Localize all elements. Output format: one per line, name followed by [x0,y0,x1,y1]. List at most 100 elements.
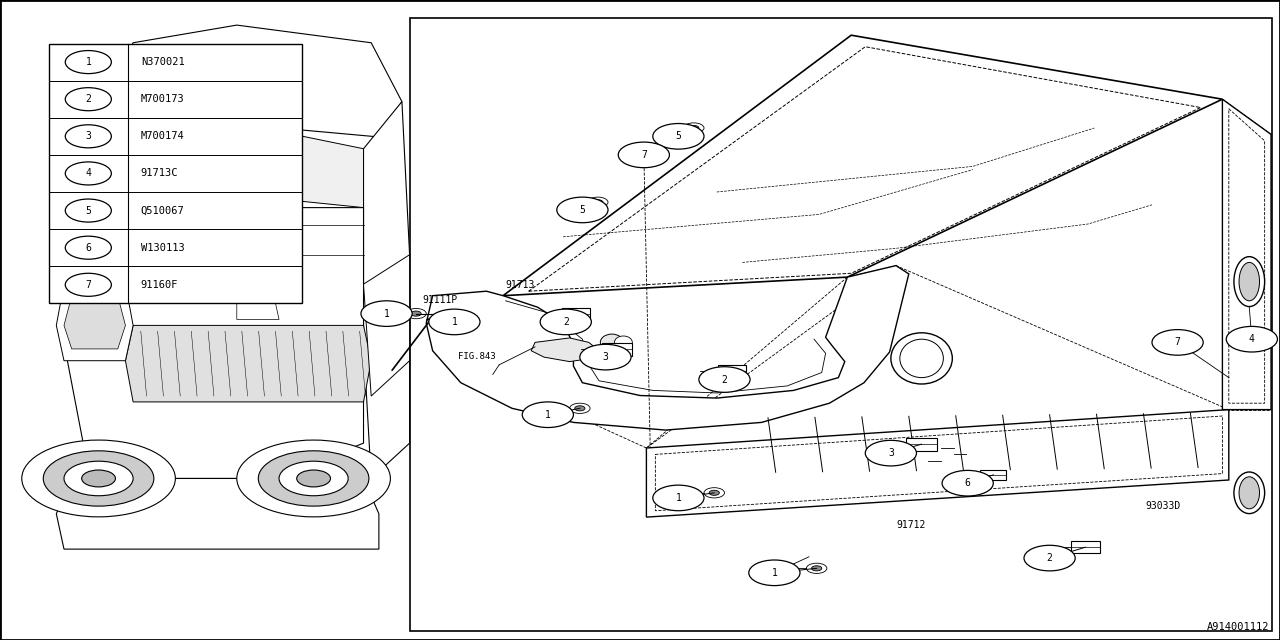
Circle shape [65,88,111,111]
Polygon shape [56,479,379,549]
Ellipse shape [1239,477,1260,509]
Text: 91111P: 91111P [422,294,458,305]
Bar [718,365,746,377]
Text: 5: 5 [86,205,91,216]
Circle shape [297,470,330,487]
Text: 1: 1 [452,317,457,327]
Circle shape [689,125,699,131]
Text: 4: 4 [86,168,91,179]
Circle shape [361,301,412,326]
Polygon shape [237,302,279,319]
Bar [1071,541,1100,553]
Circle shape [557,197,608,223]
Circle shape [65,273,111,296]
Bar [410,18,1272,631]
Text: 91713: 91713 [506,280,535,290]
Circle shape [812,566,822,571]
Circle shape [570,403,590,413]
Circle shape [588,197,608,207]
Text: FIG.843: FIG.843 [458,352,495,361]
Text: 91712: 91712 [896,520,925,530]
Circle shape [522,402,573,428]
Circle shape [65,162,111,185]
Circle shape [411,311,421,316]
Polygon shape [364,102,410,479]
Text: 2: 2 [563,317,568,327]
Polygon shape [531,338,599,362]
Text: A914001112: A914001112 [1207,622,1270,632]
Text: M700173: M700173 [141,94,184,104]
Bar [49,44,302,303]
Text: 7: 7 [641,150,646,160]
Circle shape [942,470,993,496]
Ellipse shape [614,336,632,349]
Circle shape [429,309,480,335]
Text: 1: 1 [676,493,681,503]
Text: 3: 3 [86,131,91,141]
Ellipse shape [600,334,623,351]
Polygon shape [133,125,364,207]
Polygon shape [95,25,402,137]
Ellipse shape [1234,472,1265,513]
Circle shape [65,125,111,148]
Text: 5: 5 [580,205,585,215]
Polygon shape [1222,99,1271,410]
Circle shape [1152,330,1203,355]
Text: 1: 1 [772,568,777,578]
Circle shape [575,406,585,411]
Circle shape [593,200,603,205]
Text: Q510067: Q510067 [141,205,184,216]
Circle shape [259,451,369,506]
Polygon shape [364,255,410,396]
Circle shape [580,344,631,370]
Ellipse shape [1239,262,1260,301]
Circle shape [806,563,827,573]
Bar [980,470,1006,480]
Circle shape [709,490,719,495]
Circle shape [65,236,111,259]
Circle shape [653,485,704,511]
Circle shape [618,142,669,168]
Circle shape [699,367,750,392]
Text: 91713C: 91713C [141,168,178,179]
Polygon shape [426,266,909,430]
Circle shape [22,440,175,517]
Polygon shape [125,325,371,402]
Polygon shape [646,410,1229,517]
Polygon shape [64,207,364,479]
Text: 1: 1 [384,308,389,319]
Text: 91160F: 91160F [141,280,178,290]
Circle shape [237,440,390,517]
Bar [906,438,937,451]
Text: 4: 4 [1249,334,1254,344]
Polygon shape [64,296,125,349]
Circle shape [82,470,115,487]
Ellipse shape [891,333,952,384]
Text: 2: 2 [1047,553,1052,563]
Circle shape [406,308,426,319]
Text: 5: 5 [676,131,681,141]
Circle shape [1024,545,1075,571]
Circle shape [704,488,724,498]
Text: 7: 7 [86,280,91,290]
Circle shape [684,123,704,133]
Text: 93033D: 93033D [1146,500,1181,511]
Ellipse shape [900,339,943,378]
Bar [562,308,590,319]
Circle shape [65,199,111,222]
Ellipse shape [1234,257,1265,307]
Circle shape [653,124,704,149]
Circle shape [44,451,154,506]
Polygon shape [56,284,133,361]
Text: M700174: M700174 [141,131,184,141]
Text: 3: 3 [603,352,608,362]
Circle shape [1226,326,1277,352]
Circle shape [749,560,800,586]
Bar [602,343,632,356]
Text: 1: 1 [545,410,550,420]
Text: W130113: W130113 [141,243,184,253]
Text: 3: 3 [888,448,893,458]
Text: 1: 1 [86,57,91,67]
Text: 7: 7 [1175,337,1180,348]
Text: 2: 2 [722,374,727,385]
